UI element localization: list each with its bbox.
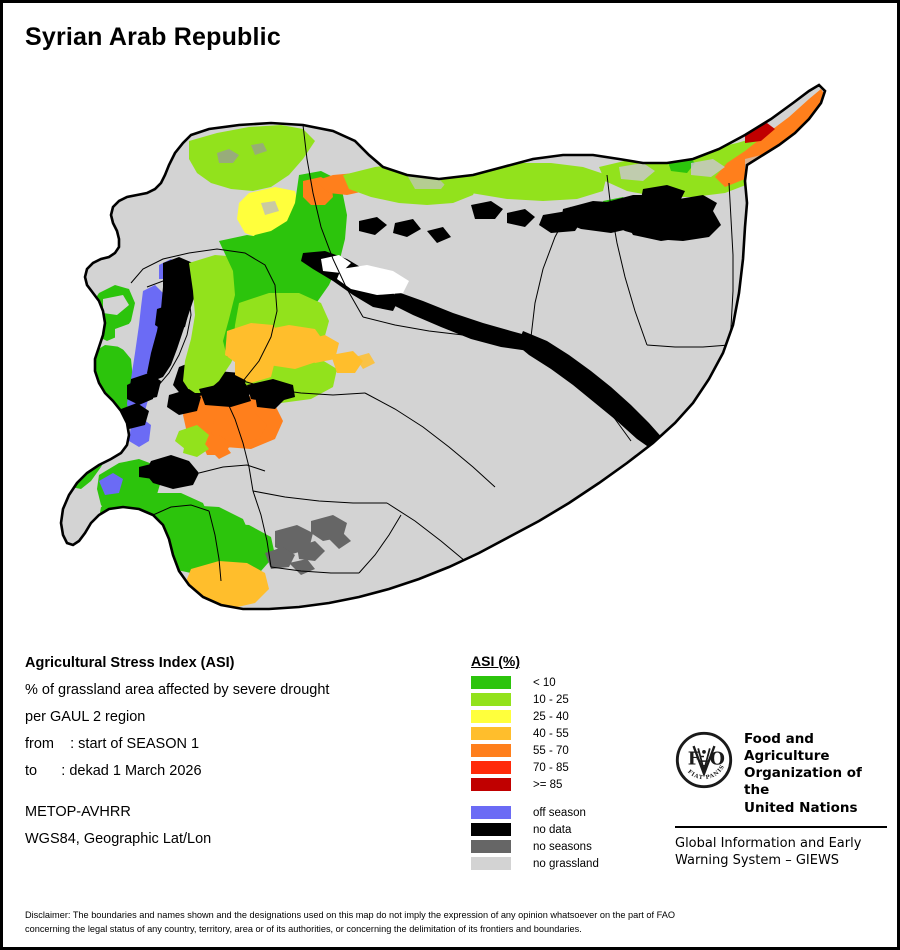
legend-item-70-85[interactable]: 70 - 85	[471, 760, 651, 775]
caption-subtitle: % of grassland area affected by severe d…	[25, 682, 330, 698]
legend-label: 25 - 40	[533, 710, 569, 723]
caption-sensor: METOP-AVHRR	[25, 804, 131, 820]
legend-swatch	[471, 823, 511, 836]
legend-item-gte85[interactable]: >= 85	[471, 777, 651, 792]
legend-item-no-data[interactable]: no data	[471, 822, 651, 837]
legend-swatch	[471, 693, 511, 706]
fao-branding: F O FIAT PANIS Food and Agriculture Orga…	[675, 731, 887, 869]
disclaimer: Disclaimer: The boundaries and names sho…	[25, 908, 875, 937]
map-raster	[61, 85, 825, 609]
fao-divider	[675, 825, 887, 828]
legend-label: no grassland	[533, 857, 599, 870]
legend-label: no data	[533, 823, 572, 836]
legend-label: 10 - 25	[533, 693, 569, 706]
legend-swatch	[471, 840, 511, 853]
caption-projection: WGS84, Geographic Lat/Lon	[25, 831, 212, 847]
legend-label: 40 - 55	[533, 727, 569, 740]
giews-line1: Global Information and Early	[675, 835, 862, 851]
legend-swatch	[471, 744, 511, 757]
legend-item-no-grassland[interactable]: no grassland	[471, 856, 651, 871]
legend-header: ASI (%)	[471, 653, 520, 669]
country-outline	[59, 83, 827, 611]
legend-label: >= 85	[533, 778, 563, 791]
legend-gap	[471, 794, 651, 805]
legend-item-off-season[interactable]: off season	[471, 805, 651, 820]
caption-spacer	[25, 790, 455, 804]
legend-label: no seasons	[533, 840, 592, 853]
legend-swatch	[471, 727, 511, 740]
legend-swatch	[471, 778, 511, 791]
svg-text:O: O	[710, 750, 725, 770]
map-legend: ASI (%) < 10 10 - 25 25 - 40 40 - 55 55 …	[471, 653, 651, 873]
map-caption: Agricultural Stress Index (ASI) % of gra…	[25, 655, 455, 858]
legend-item-10-25[interactable]: 10 - 25	[471, 692, 651, 707]
legend-item-no-seasons[interactable]: no seasons	[471, 839, 651, 854]
caption-period-to: to : dekad 1 March 2026	[25, 763, 202, 779]
legend-item-lt10[interactable]: < 10	[471, 675, 651, 690]
legend-swatch	[471, 806, 511, 819]
disclaimer-line1: Disclaimer: The boundaries and names sho…	[25, 910, 675, 920]
map-canvas[interactable]	[3, 63, 897, 633]
fao-org-line3: United Nations	[744, 799, 858, 816]
caption-region-level: per GAUL 2 region	[25, 709, 146, 725]
legend-item-55-70[interactable]: 55 - 70	[471, 743, 651, 758]
legend-swatch	[471, 710, 511, 723]
admin-boundaries	[130, 124, 734, 582]
legend-label: off season	[533, 806, 586, 819]
giews-line2: Warning System – GIEWS	[675, 852, 840, 868]
legend-swatch	[471, 676, 511, 689]
legend-item-40-55[interactable]: 40 - 55	[471, 726, 651, 741]
fao-org-line1: Food and Agriculture	[744, 731, 830, 765]
legend-swatch	[471, 761, 511, 774]
legend-swatch	[471, 857, 511, 870]
caption-heading: Agricultural Stress Index (ASI)	[25, 655, 235, 671]
caption-period-from: from : start of SEASON 1	[25, 736, 200, 752]
page-title: Syrian Arab Republic	[25, 23, 281, 51]
disclaimer-line2: concerning the legal status of any count…	[25, 924, 582, 935]
fao-org-line2: Organization of the	[744, 765, 862, 799]
legend-item-25-40[interactable]: 25 - 40	[471, 709, 651, 724]
legend-label: 55 - 70	[533, 744, 569, 757]
syria-asi-map[interactable]	[3, 63, 897, 633]
legend-label: 70 - 85	[533, 761, 569, 774]
fao-logo-icon: F O FIAT PANIS	[675, 731, 733, 794]
legend-label: < 10	[533, 676, 556, 689]
